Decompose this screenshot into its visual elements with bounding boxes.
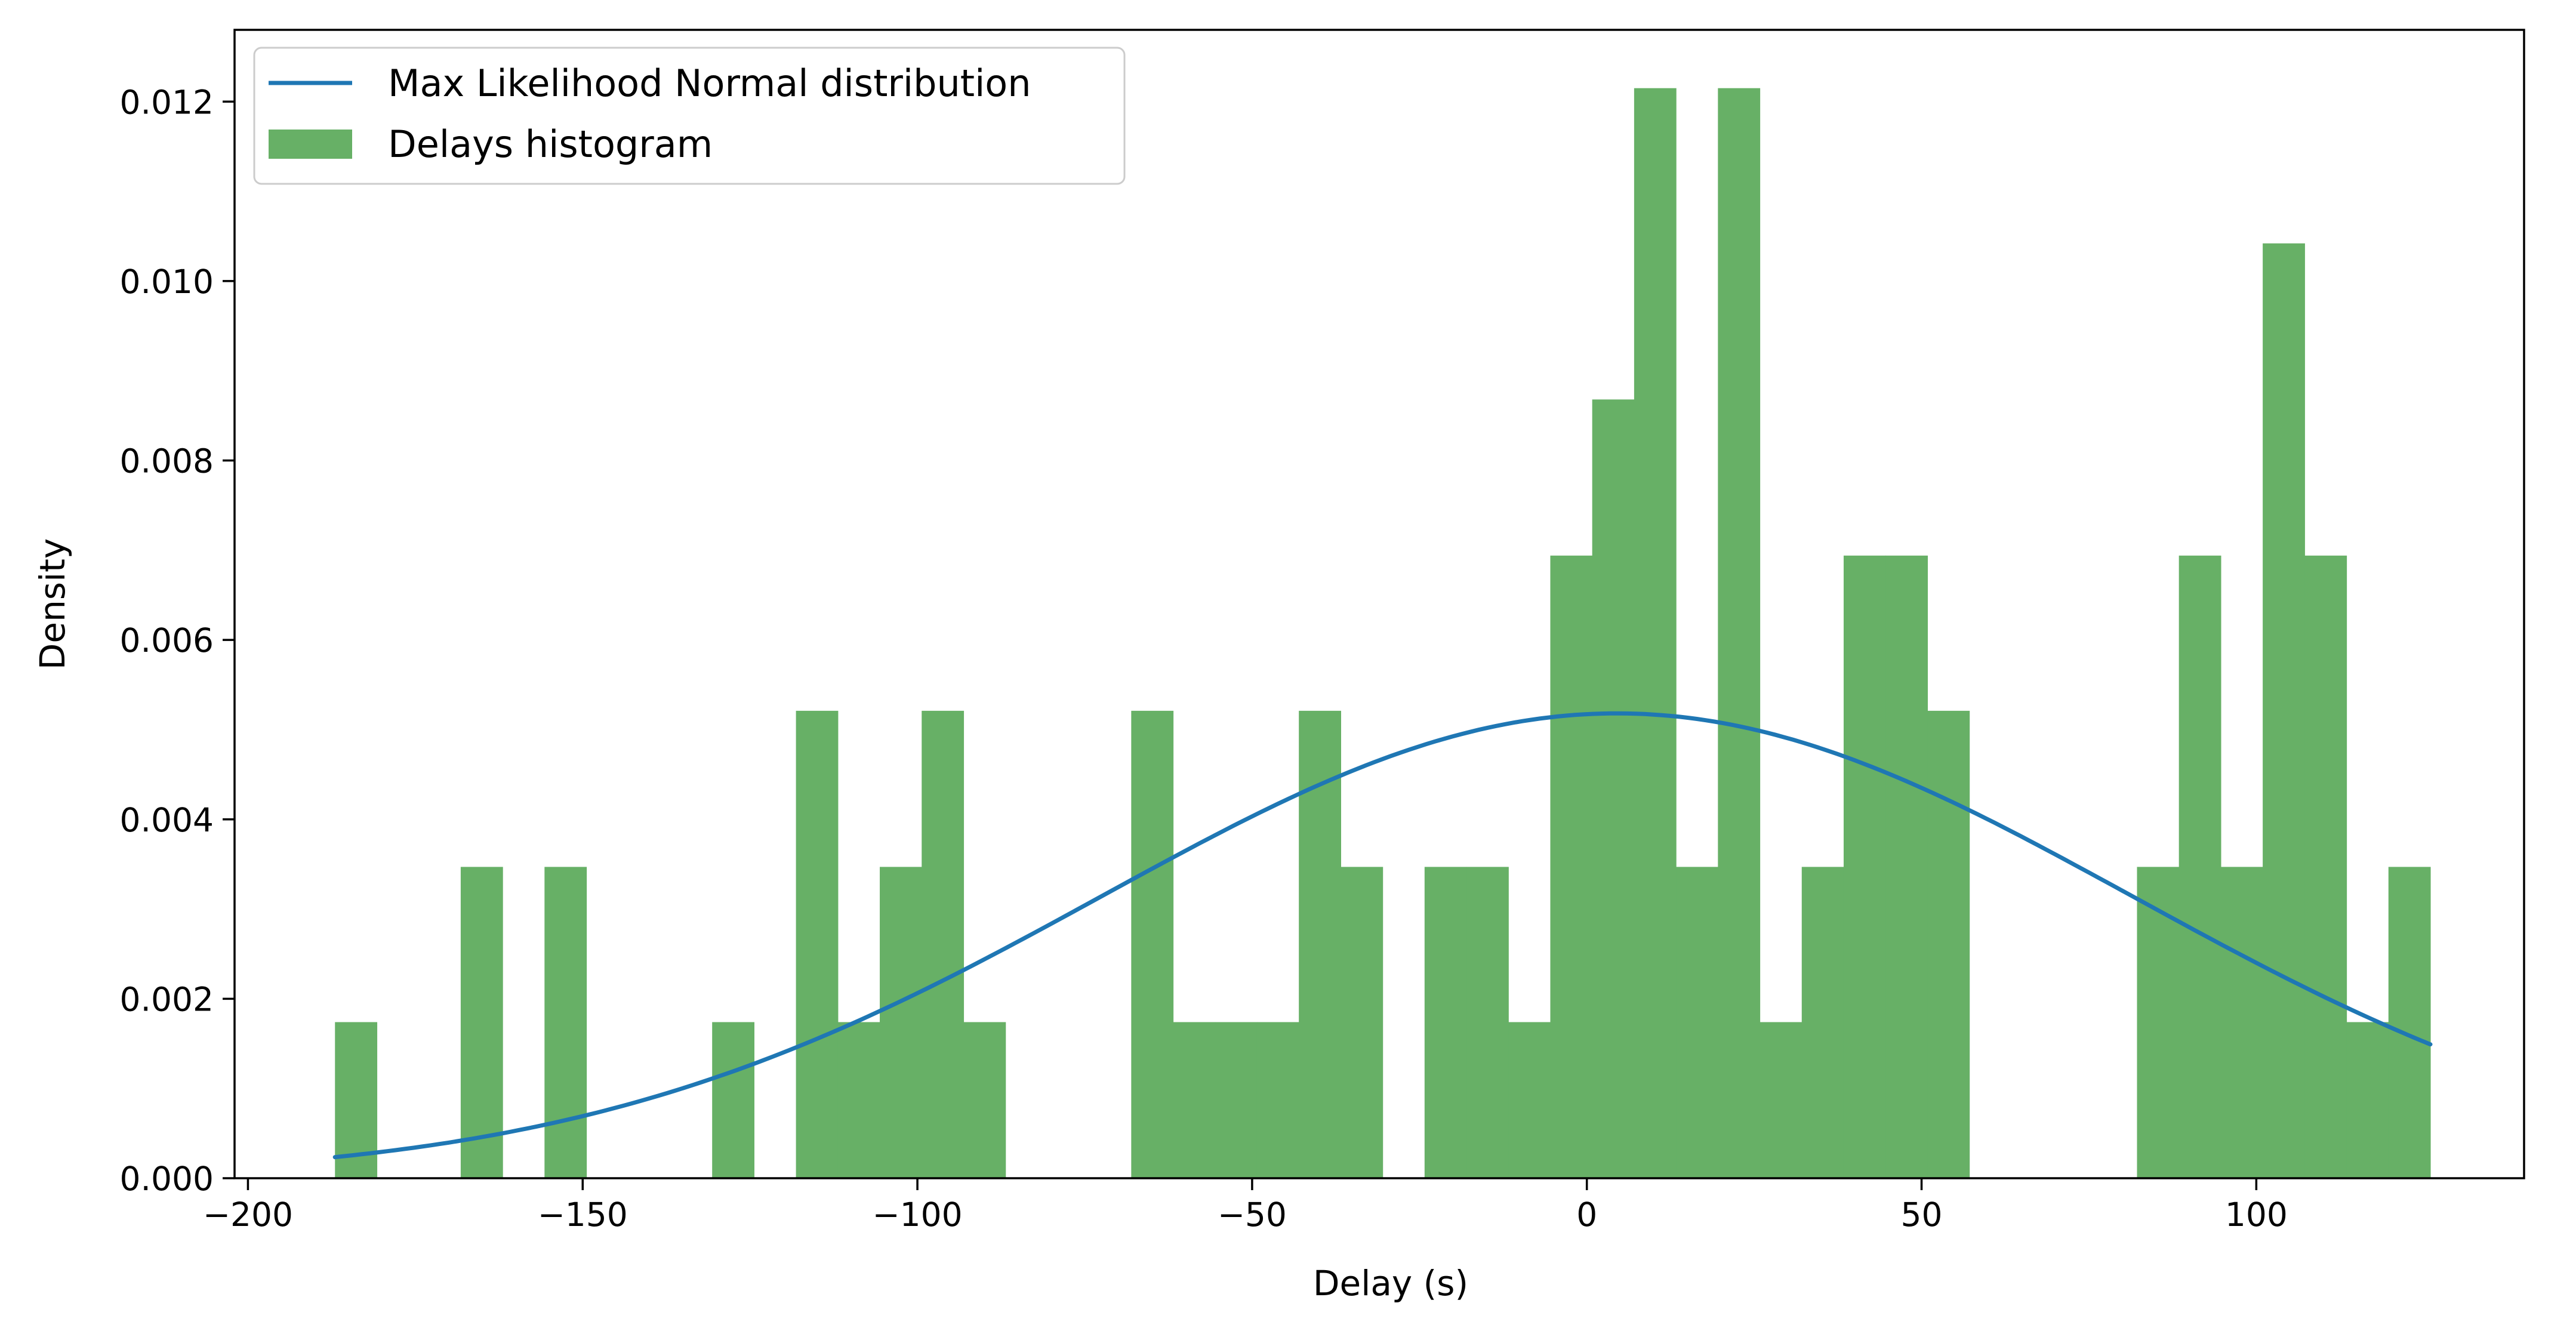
y-tick-label: 0.008	[120, 442, 214, 480]
legend-patch-swatch	[269, 130, 352, 159]
x-tick-label: 100	[2225, 1196, 2288, 1234]
y-tick-label: 0.004	[120, 801, 214, 839]
histogram-bar	[1885, 555, 1928, 1178]
histogram-bar	[1550, 555, 1593, 1178]
x-tick-label: −100	[873, 1196, 963, 1234]
histogram-bar	[1173, 1022, 1216, 1178]
histogram-bar	[1508, 1022, 1551, 1178]
x-tick-label: 0	[1576, 1196, 1597, 1234]
histogram-bar	[880, 867, 922, 1178]
x-tick-label: 50	[1901, 1196, 1943, 1234]
histogram-bar	[1760, 1022, 1802, 1178]
histogram-bar	[2346, 1022, 2389, 1178]
histogram-bar	[712, 1022, 754, 1178]
x-axis-label: Delay (s)	[1313, 1263, 1468, 1304]
plot-area-frame	[233, 29, 2525, 1179]
histogram-bar	[796, 710, 839, 1178]
histogram-bar	[1131, 710, 1174, 1178]
x-axis-ticks: −200 −150 −100 −50 0 50 100	[203, 1178, 2288, 1234]
y-tick-label: 0.012	[120, 83, 214, 121]
normal-distribution-curve	[332, 711, 2433, 1160]
histogram-bar	[1676, 867, 1718, 1178]
y-tick-label: 0.002	[120, 980, 214, 1018]
histogram-bar	[1424, 867, 1467, 1178]
histogram-bar	[2263, 243, 2305, 1178]
histogram-bar	[544, 867, 587, 1178]
histogram-bar	[1299, 710, 1341, 1178]
y-axis-ticks: 0.000 0.002 0.004 0.006 0.008 0.010 0.012	[120, 83, 235, 1198]
legend-label-histogram: Delays histogram	[388, 122, 713, 166]
histogram-bars	[335, 88, 2431, 1178]
histogram-bar	[2304, 555, 2347, 1178]
x-tick-label: −150	[538, 1196, 628, 1234]
histogram-bar	[1927, 710, 1970, 1178]
histogram-bar	[2220, 867, 2263, 1178]
histogram-bar	[1634, 88, 1677, 1178]
histogram-bar	[922, 710, 965, 1178]
histogram-bar	[460, 867, 503, 1178]
legend: Max Likelihood Normal distribution Delay…	[253, 47, 1126, 185]
legend-box	[253, 47, 1126, 185]
histogram-bar	[1843, 555, 1886, 1178]
histogram-bar	[837, 1022, 880, 1178]
histogram-bar	[2137, 867, 2180, 1178]
legend-label-curve: Max Likelihood Normal distribution	[388, 61, 1031, 105]
histogram-bar	[1592, 399, 1635, 1178]
x-tick-label: −50	[1218, 1196, 1287, 1234]
histogram-bar	[1801, 867, 1844, 1178]
y-axis-label: Density	[32, 538, 73, 670]
histogram-bar	[2178, 555, 2221, 1178]
histogram-bar	[963, 1022, 1006, 1178]
histogram-bar	[2388, 867, 2431, 1178]
histogram-bar	[1718, 88, 1761, 1178]
x-tick-label: −200	[203, 1196, 293, 1234]
histogram-bar	[1341, 867, 1383, 1178]
histogram-bar	[1215, 1022, 1258, 1178]
y-tick-label: 0.010	[120, 263, 214, 301]
y-tick-label: 0.006	[120, 621, 214, 660]
histogram-bar	[1256, 1022, 1299, 1178]
y-tick-label: 0.000	[120, 1160, 214, 1198]
histogram-bar	[1466, 867, 1509, 1178]
